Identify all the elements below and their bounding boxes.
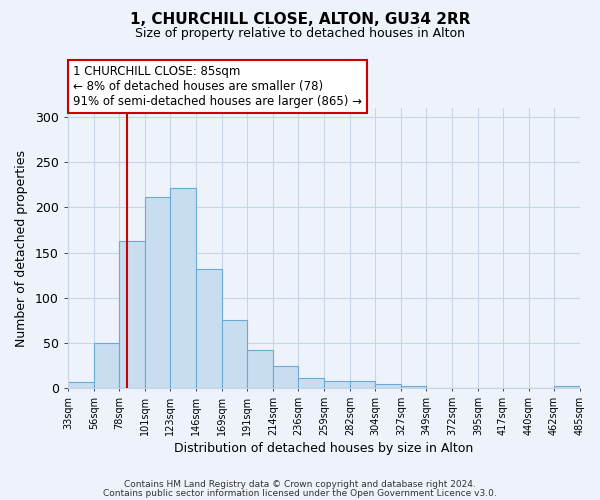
Bar [401,386,426,388]
Text: 1 CHURCHILL CLOSE: 85sqm
← 8% of detached houses are smaller (78)
91% of semi-de: 1 CHURCHILL CLOSE: 85sqm ← 8% of detache… [73,65,362,108]
Bar [375,384,401,388]
Bar [273,366,298,388]
Bar [247,350,273,388]
Y-axis label: Number of detached properties: Number of detached properties [15,150,28,346]
X-axis label: Distribution of detached houses by size in Alton: Distribution of detached houses by size … [174,442,473,455]
Bar [196,269,222,388]
Bar [94,343,119,388]
Text: Size of property relative to detached houses in Alton: Size of property relative to detached ho… [135,28,465,40]
Bar [324,381,350,388]
Text: 1, CHURCHILL CLOSE, ALTON, GU34 2RR: 1, CHURCHILL CLOSE, ALTON, GU34 2RR [130,12,470,28]
Bar [350,381,375,388]
Bar [68,382,94,388]
Text: Contains HM Land Registry data © Crown copyright and database right 2024.: Contains HM Land Registry data © Crown c… [124,480,476,489]
Bar [170,188,196,388]
Bar [222,320,247,388]
Bar [554,386,580,388]
Bar [298,378,324,388]
Bar [119,241,145,388]
Text: Contains public sector information licensed under the Open Government Licence v3: Contains public sector information licen… [103,488,497,498]
Bar [145,198,170,388]
